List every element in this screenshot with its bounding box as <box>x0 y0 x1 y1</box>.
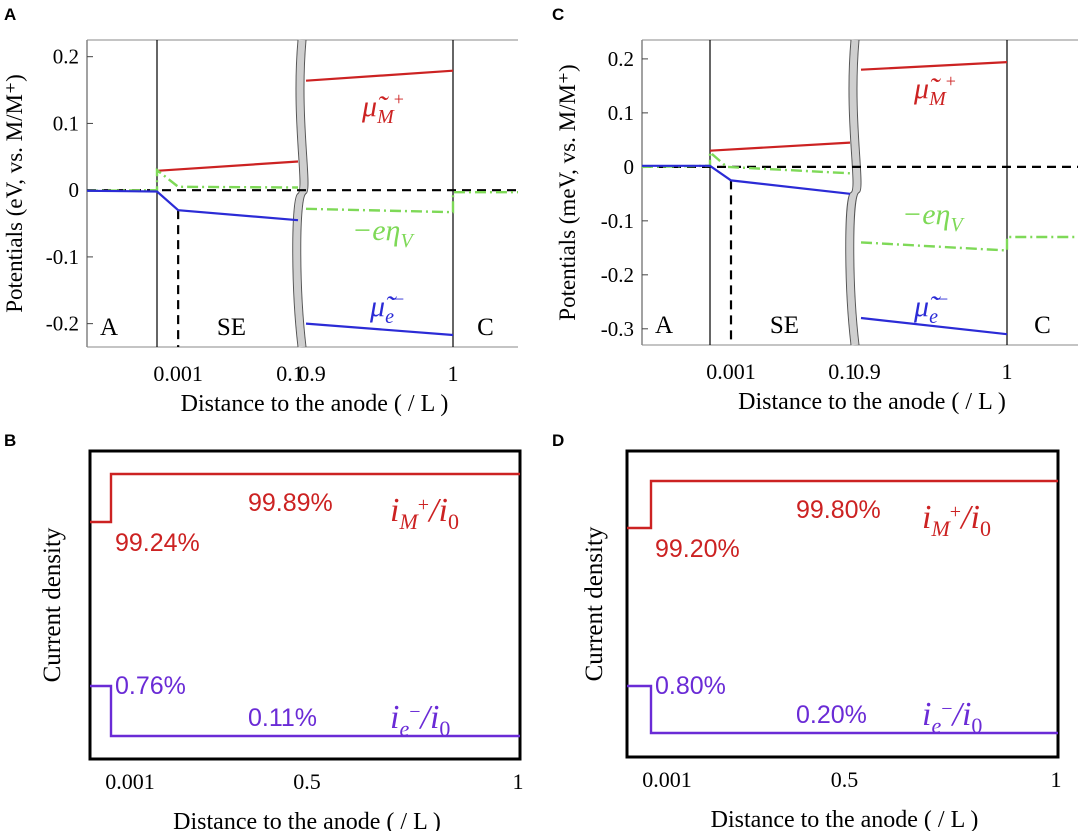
panel-letter-a: A <box>4 5 16 24</box>
y-axis-label: Potentials (meV, vs. M/M⁺) <box>555 64 580 320</box>
plot-frame <box>625 449 1060 759</box>
value-label: 99.80% <box>796 496 881 524</box>
series-line-i-e <box>90 684 520 738</box>
series-line-mu-m <box>860 61 1008 71</box>
series-label-eta-v: −eηV <box>352 214 415 252</box>
series-line-mu-e <box>642 164 851 195</box>
series-line-eta-v <box>305 190 518 214</box>
region-label: SE <box>217 314 246 341</box>
x-tick-label: 0.001 <box>105 769 155 794</box>
x-axis-label: Distance to the anode ( / L ) <box>173 809 441 831</box>
x-axis-label: Distance to the anode ( / L ) <box>181 391 449 417</box>
axis-break-edge <box>292 39 301 348</box>
value-label: 99.20% <box>655 535 740 563</box>
region-label: C <box>1034 312 1051 339</box>
panel-letter-c: C <box>552 5 564 24</box>
axis-break-edge <box>845 39 854 346</box>
region-label: SE <box>770 312 799 339</box>
series-label-mu-e: μ̃e− <box>369 289 404 328</box>
series-label-mu-m: μ̃M+ <box>913 71 956 110</box>
series-line-eta-v <box>641 149 851 175</box>
x-tick-label: 0.5 <box>293 769 321 794</box>
series-line-mu-m <box>156 160 299 172</box>
value-label: 99.24% <box>115 529 200 557</box>
x-tick-label: 0.1 <box>276 361 304 386</box>
value-label: 0.76% <box>115 672 186 700</box>
y-tick-label: 0 <box>69 178 80 202</box>
axis-break-edge <box>853 39 862 346</box>
panel-b-plot: 99.24% 99.89% 0.76% 0.11% iM+/i0 ie−/i0 0.001 0… <box>39 449 524 831</box>
value-label: 0.80% <box>655 672 726 700</box>
y-tick-label: 0.2 <box>608 47 634 71</box>
y-tick-label: -0.1 <box>46 245 79 269</box>
x-tick-label: 0.5 <box>831 767 859 792</box>
series-line-i-e <box>627 684 1058 735</box>
series-line-eta-v <box>86 167 299 192</box>
axis-break <box>846 39 861 346</box>
x-tick-label: 0.001 <box>706 359 756 384</box>
x-tick-label: 1 <box>513 769 524 794</box>
x-tick-label: 0.001 <box>642 767 692 792</box>
panel-letter-b: B <box>4 431 16 450</box>
y-axis-label: Current density <box>39 527 66 682</box>
y-tick-label: -0.2 <box>46 312 79 336</box>
series-label-mu-m: μ̃M+ <box>361 89 404 128</box>
x-tick-label: 0.9 <box>298 361 326 386</box>
series-line-mu-e <box>86 189 299 222</box>
y-tick-label: 0.1 <box>608 101 634 125</box>
series-line-i-m <box>627 479 1058 530</box>
axis-break <box>293 39 308 348</box>
x-tick-label: 1 <box>1051 767 1062 792</box>
x-tick-label: 0.1 <box>828 359 856 384</box>
series-label-i-e: ie−/i0 <box>390 699 450 741</box>
region-label: C <box>477 314 494 341</box>
plot-frame <box>88 449 522 761</box>
panel-c-plot: 0.2 0.1 0 -0.1 -0.2 -0.3 μ̃M+ −eηV μ̃e− A SE C 0.001… <box>555 39 1078 415</box>
panel-letter-d: D <box>552 431 564 450</box>
y-tick-label: -0.3 <box>601 317 634 341</box>
series-line-mu-m <box>305 69 454 82</box>
y-tick-label: -0.2 <box>601 263 634 287</box>
y-tick-label: 0 <box>624 155 635 179</box>
value-label: 0.11% <box>248 704 317 732</box>
x-axis-label: Distance to the anode ( / L ) <box>711 807 979 831</box>
y-tick-label: 0.1 <box>53 111 79 135</box>
y-axis-label: Current density <box>581 526 608 681</box>
series-line-mu-e <box>860 316 1008 336</box>
region-label: A <box>655 312 673 339</box>
series-line-i-m <box>90 472 520 524</box>
series-label-i-m: iM+/i0 <box>390 492 459 534</box>
axis-break-edge <box>300 39 309 348</box>
x-tick-label: 0.001 <box>153 361 203 386</box>
value-label: 99.89% <box>248 489 333 517</box>
series-line-mu-e <box>305 322 454 337</box>
x-tick-label: 0.9 <box>853 359 881 384</box>
series-label-mu-e: μ̃e− <box>913 289 948 328</box>
region-label: A <box>100 314 118 341</box>
series-line-mu-m <box>709 141 851 152</box>
x-axis-label: Distance to the anode ( / L ) <box>738 389 1006 415</box>
series-label-eta-v: −eηV <box>902 198 965 236</box>
x-tick-label: 1 <box>1002 359 1013 384</box>
x-tick-label: 1 <box>448 361 459 386</box>
series-label-i-e: ie−/i0 <box>922 696 982 738</box>
y-tick-label: 0.2 <box>53 45 79 69</box>
value-label: 0.20% <box>796 701 867 729</box>
series-line-eta-v <box>860 235 1078 252</box>
panel-d-plot: 99.20% 99.80% 0.80% 0.20% iM+/i0 ie−/i0 0.001 0… <box>581 449 1062 831</box>
y-tick-label: -0.1 <box>601 209 634 233</box>
y-axis-label: Potentials (eV, vs. M/M⁺) <box>2 74 27 313</box>
series-label-i-m: iM+/i0 <box>922 499 991 541</box>
